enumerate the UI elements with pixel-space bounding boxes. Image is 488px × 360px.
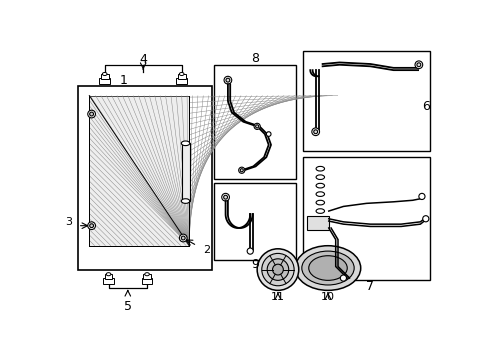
Circle shape [240, 169, 243, 172]
Bar [78, 86, 212, 270]
Ellipse shape [102, 72, 107, 76]
Text: 11: 11 [270, 292, 285, 302]
Circle shape [418, 193, 424, 199]
Ellipse shape [315, 166, 324, 171]
Ellipse shape [144, 273, 149, 276]
Circle shape [89, 224, 93, 228]
Bar [89, 95, 189, 246]
Circle shape [340, 275, 346, 281]
Circle shape [313, 130, 317, 134]
Bar [214, 183, 296, 260]
Text: 6: 6 [421, 100, 429, 113]
Circle shape [266, 132, 270, 136]
Text: 4: 4 [139, 53, 147, 66]
Ellipse shape [272, 264, 283, 275]
Ellipse shape [308, 256, 346, 280]
Text: 7: 7 [366, 280, 374, 293]
Bar [104, 274, 112, 279]
Ellipse shape [257, 249, 298, 291]
Circle shape [89, 112, 93, 116]
Circle shape [414, 61, 422, 69]
Text: 8: 8 [250, 52, 258, 65]
Circle shape [225, 78, 229, 82]
Circle shape [416, 63, 420, 67]
Bar [101, 74, 108, 78]
Text: 3: 3 [65, 217, 72, 227]
Bar [214, 65, 296, 179]
Ellipse shape [315, 200, 324, 205]
Text: 2: 2 [203, 244, 210, 255]
Ellipse shape [181, 199, 189, 203]
Ellipse shape [315, 209, 324, 213]
Ellipse shape [106, 273, 111, 276]
Text: 1: 1 [120, 74, 128, 87]
Circle shape [238, 167, 244, 173]
Circle shape [87, 222, 95, 230]
Bar [103, 278, 114, 284]
Ellipse shape [181, 141, 189, 145]
Ellipse shape [315, 183, 324, 188]
Circle shape [254, 123, 260, 130]
Text: 9: 9 [250, 258, 258, 271]
Circle shape [181, 236, 185, 240]
Ellipse shape [179, 72, 183, 76]
Circle shape [246, 248, 253, 254]
Circle shape [221, 193, 229, 201]
Text: 10: 10 [320, 292, 334, 302]
Circle shape [223, 195, 227, 199]
Bar [142, 278, 152, 284]
Bar [143, 274, 151, 279]
Circle shape [224, 76, 231, 84]
Ellipse shape [301, 251, 353, 285]
Circle shape [87, 110, 95, 118]
Bar [99, 78, 110, 84]
Circle shape [311, 128, 319, 136]
Bar [178, 74, 185, 78]
Circle shape [179, 234, 187, 242]
Ellipse shape [295, 246, 360, 291]
Circle shape [422, 216, 428, 222]
Bar [302, 157, 429, 280]
Bar [306, 216, 328, 230]
Ellipse shape [266, 259, 288, 280]
Ellipse shape [315, 192, 324, 197]
Bar [302, 51, 429, 151]
Circle shape [255, 125, 258, 128]
Ellipse shape [261, 253, 293, 286]
Ellipse shape [315, 175, 324, 180]
Bar [182, 143, 190, 201]
Bar [176, 78, 187, 84]
Text: 5: 5 [123, 300, 132, 313]
